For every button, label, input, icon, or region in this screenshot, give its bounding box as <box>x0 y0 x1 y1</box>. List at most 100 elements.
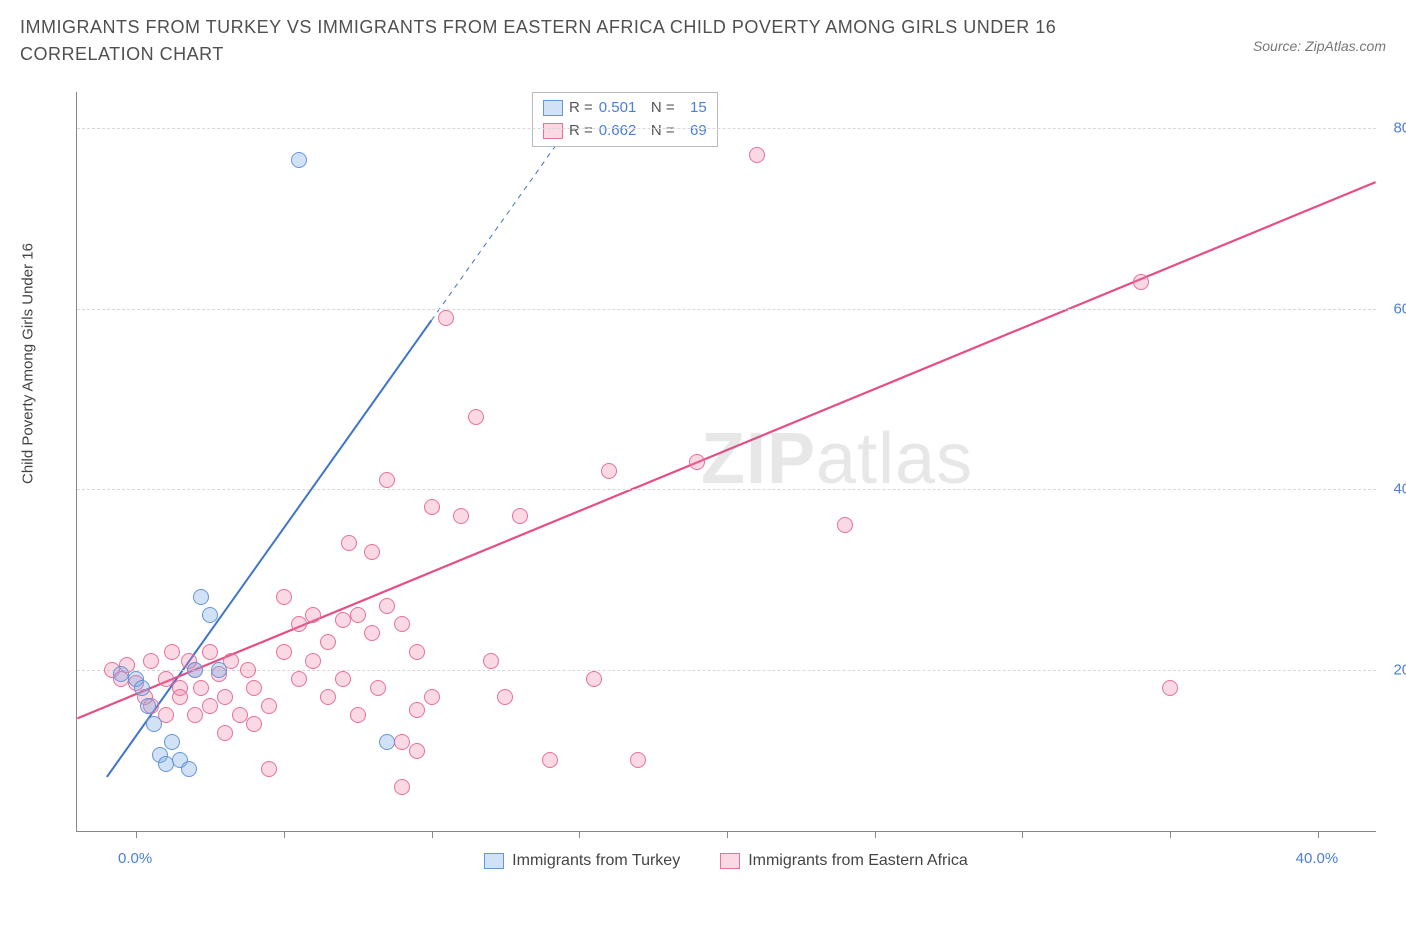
data-point <box>749 147 765 163</box>
data-point <box>364 625 380 641</box>
data-point <box>335 671 351 687</box>
data-point <box>276 589 292 605</box>
x-tick <box>1170 831 1171 838</box>
data-point <box>305 607 321 623</box>
x-tick <box>136 831 137 838</box>
x-tick <box>1022 831 1023 838</box>
data-point <box>341 535 357 551</box>
legend-r-val: 0.501 <box>599 97 641 120</box>
x-tick <box>727 831 728 838</box>
legend-swatch <box>484 853 504 869</box>
data-point <box>453 508 469 524</box>
data-point <box>217 725 233 741</box>
series-name: Immigrants from Eastern Africa <box>748 852 968 870</box>
data-point <box>172 689 188 705</box>
series-legend-item: Immigrants from Eastern Africa <box>720 852 968 870</box>
data-point <box>350 707 366 723</box>
y-tick-label: 20.0% <box>1382 661 1406 678</box>
legend-row: R = 0.501 N = 15 <box>543 97 707 120</box>
data-point <box>193 680 209 696</box>
chart-title: IMMIGRANTS FROM TURKEY VS IMMIGRANTS FRO… <box>20 14 1170 68</box>
y-tick-label: 80.0% <box>1382 120 1406 137</box>
data-point <box>394 734 410 750</box>
legend-row: R =0.662 N =69 <box>543 120 707 143</box>
data-point <box>379 472 395 488</box>
data-point <box>187 662 203 678</box>
data-point <box>379 734 395 750</box>
data-point <box>164 734 180 750</box>
data-point <box>164 644 180 660</box>
data-point <box>409 644 425 660</box>
legend-r-val: 0.662 <box>599 120 641 143</box>
data-point <box>217 689 233 705</box>
legend-n-val: 69 <box>681 120 707 143</box>
data-point <box>158 671 174 687</box>
data-point <box>232 707 248 723</box>
data-point <box>542 752 558 768</box>
data-point <box>689 454 705 470</box>
data-point <box>468 409 484 425</box>
correlation-legend: R = 0.501 N = 15R = 0.662 N = 69 <box>532 92 718 147</box>
data-point <box>483 653 499 669</box>
x-tick <box>875 831 876 838</box>
data-point <box>305 653 321 669</box>
x-tick <box>284 831 285 838</box>
data-point <box>261 761 277 777</box>
y-tick-label: 40.0% <box>1382 481 1406 498</box>
data-point <box>350 607 366 623</box>
data-point <box>291 152 307 168</box>
data-point <box>181 761 197 777</box>
data-point <box>187 707 203 723</box>
data-point <box>113 666 129 682</box>
legend-n-key: N = <box>647 120 675 143</box>
data-point <box>424 499 440 515</box>
data-point <box>394 779 410 795</box>
legend-swatch <box>543 100 563 116</box>
data-point <box>424 689 440 705</box>
data-point <box>497 689 513 705</box>
data-point <box>586 671 602 687</box>
gridline <box>77 489 1376 490</box>
plot-area: ZIPatlas R =0.501 N =15R =0.662 N =69 20… <box>76 92 1376 832</box>
data-point <box>409 743 425 759</box>
source-label: Source: ZipAtlas.com <box>1253 38 1386 54</box>
legend-n-key: N = <box>647 97 675 120</box>
data-point <box>630 752 646 768</box>
x-tick <box>579 831 580 838</box>
data-point <box>409 702 425 718</box>
x-tick-label: 0.0% <box>118 850 152 867</box>
data-point <box>158 756 174 772</box>
data-point <box>240 662 256 678</box>
legend-r-key: R = <box>569 97 593 120</box>
legend-n-val: 15 <box>681 97 707 120</box>
series-name: Immigrants from Turkey <box>512 852 680 870</box>
watermark: ZIPatlas <box>701 418 973 500</box>
data-point <box>394 616 410 632</box>
data-point <box>276 644 292 660</box>
x-tick-label: 40.0% <box>1296 850 1339 867</box>
data-point <box>140 698 156 714</box>
data-point <box>291 671 307 687</box>
series-legend: Immigrants from Turkey Immigrants from Ea… <box>76 852 1376 870</box>
data-point <box>202 607 218 623</box>
x-tick <box>1318 831 1319 838</box>
series-legend-item: Immigrants from Turkey <box>484 852 680 870</box>
gridline <box>77 309 1376 310</box>
data-point <box>837 517 853 533</box>
gridline <box>77 670 1376 671</box>
data-point <box>202 698 218 714</box>
data-point <box>1162 680 1178 696</box>
trend-lines <box>77 92 1376 831</box>
chart-container: Child Poverty Among Girls Under 16 ZIPat… <box>20 88 1386 880</box>
data-point <box>335 612 351 628</box>
data-point <box>246 716 262 732</box>
gridline <box>77 128 1376 129</box>
data-point <box>364 544 380 560</box>
data-point <box>438 310 454 326</box>
x-tick <box>432 831 433 838</box>
data-point <box>291 616 307 632</box>
data-point <box>601 463 617 479</box>
y-axis-title: Child Poverty Among Girls Under 16 <box>20 243 37 484</box>
data-point <box>202 644 218 660</box>
data-point <box>143 653 159 669</box>
